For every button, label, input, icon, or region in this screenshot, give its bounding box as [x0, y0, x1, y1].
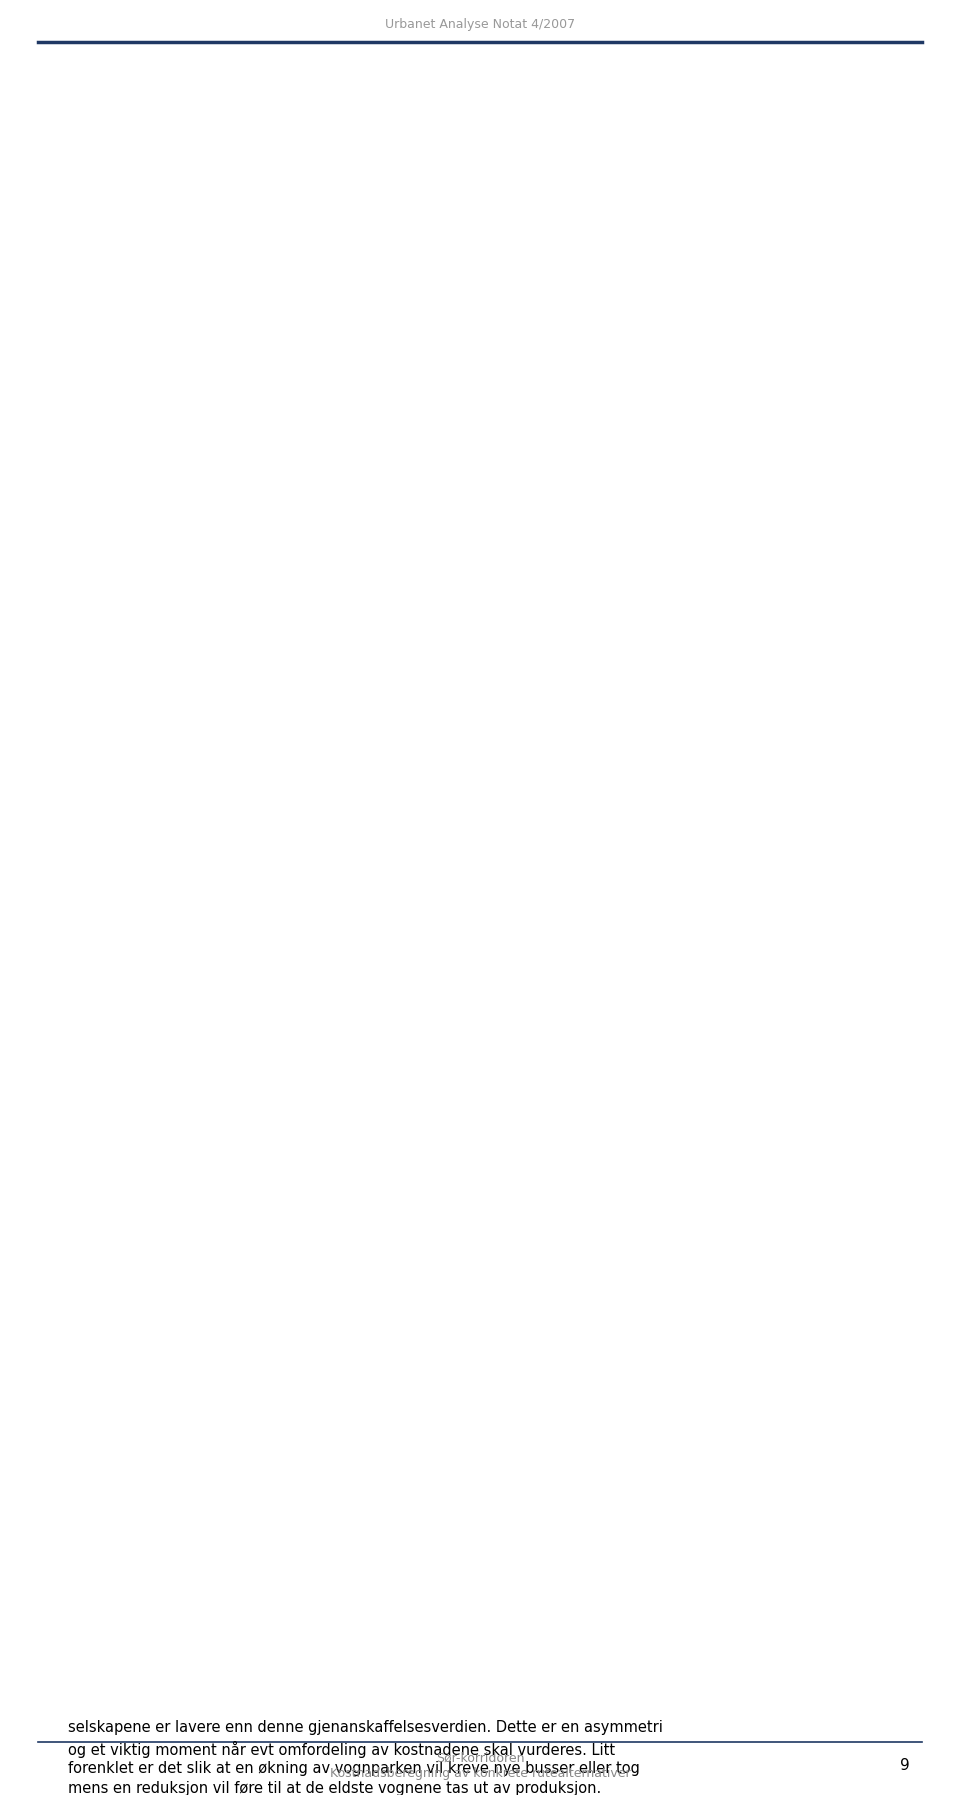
- Text: Urbanet Analyse Notat 4/2007: Urbanet Analyse Notat 4/2007: [385, 18, 575, 31]
- Text: mens en reduksjon vil føre til at de eldste vognene tas ut av produksjon.: mens en reduksjon vil føre til at de eld…: [68, 1781, 601, 1795]
- Text: Kostnadsberegning av konkrete rutealternativer: Kostnadsberegning av konkrete rutealtern…: [329, 1766, 631, 1781]
- Text: Sør-korridoren: Sør-korridoren: [436, 1752, 524, 1764]
- Text: forenklet er det slik at en økning av vognparken vil kreve nye busser eller tog: forenklet er det slik at en økning av vo…: [68, 1761, 640, 1775]
- Text: og et viktig moment når evt omfordeling av kostnadene skal vurderes. Litt: og et viktig moment når evt omfordeling …: [68, 1741, 615, 1757]
- Text: 9: 9: [900, 1757, 910, 1773]
- Text: selskapene er lavere enn denne gjenanskaffelsesverdien. Dette er en asymmetri: selskapene er lavere enn denne gjenanska…: [68, 1720, 662, 1736]
